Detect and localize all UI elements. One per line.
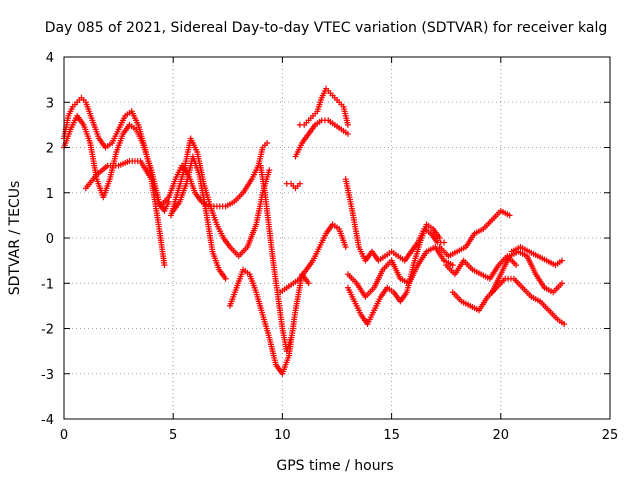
series-track-o: [344, 244, 456, 300]
data-point: [296, 180, 303, 187]
data-point: [161, 262, 168, 269]
x-tick-label: 5: [169, 428, 177, 443]
series-track-k: [296, 85, 351, 128]
data-point: [513, 262, 520, 269]
series-track-m: [342, 176, 448, 264]
data-point: [288, 334, 295, 341]
series-track-f: [170, 153, 229, 282]
data-point: [506, 212, 513, 219]
x-tick-label: 10: [274, 428, 291, 443]
data-point: [449, 262, 456, 269]
series-track-g: [226, 266, 312, 377]
data-point: [222, 275, 229, 282]
series-track-c: [82, 158, 168, 269]
axis-ticks: 0 5 10 15 20 25 -4 -3 -2 -1 0 1 2 3 4: [41, 51, 618, 443]
data-point: [264, 139, 271, 146]
x-tick-label: 25: [602, 428, 619, 443]
data-point: [344, 121, 351, 128]
series-track-n: [344, 221, 443, 327]
data-point: [342, 244, 349, 251]
y-tick-label: 3: [46, 96, 54, 111]
x-tick-label: 0: [60, 428, 68, 443]
series-track-j: [283, 180, 303, 192]
grid: [64, 57, 610, 419]
y-tick-label: 4: [46, 51, 54, 66]
data-point: [266, 167, 273, 174]
series-track-h: [257, 162, 295, 355]
series-track-l: [292, 117, 351, 160]
data-point: [558, 280, 565, 287]
data-point: [441, 239, 448, 246]
y-tick-label: 0: [46, 232, 54, 247]
data-point: [344, 130, 351, 137]
x-tick-label: 15: [383, 428, 400, 443]
y-tick-label: -1: [41, 277, 54, 292]
x-axis-label: GPS time / hours: [276, 458, 393, 474]
y-tick-label: -4: [41, 413, 54, 428]
y-tick-label: 1: [46, 187, 54, 202]
data-point: [561, 320, 568, 327]
x-tick-label: 20: [493, 428, 510, 443]
series-track-i: [277, 221, 349, 296]
y-tick-label: -2: [41, 323, 54, 338]
data-point: [436, 235, 443, 241]
series-track-p: [436, 207, 513, 260]
data-point: [305, 280, 312, 287]
y-tick-label: 2: [46, 142, 54, 157]
y-tick-label: -3: [41, 368, 54, 383]
y-axis-label: SDTVAR / TECUs: [7, 181, 23, 296]
data-point: [558, 257, 565, 264]
series-track-s: [489, 248, 565, 296]
chart-title: Day 085 of 2021, Sidereal Day-to-day VTE…: [45, 20, 607, 36]
data-points: [61, 85, 568, 377]
series-track-q: [443, 253, 520, 282]
series-track-t: [508, 244, 565, 269]
